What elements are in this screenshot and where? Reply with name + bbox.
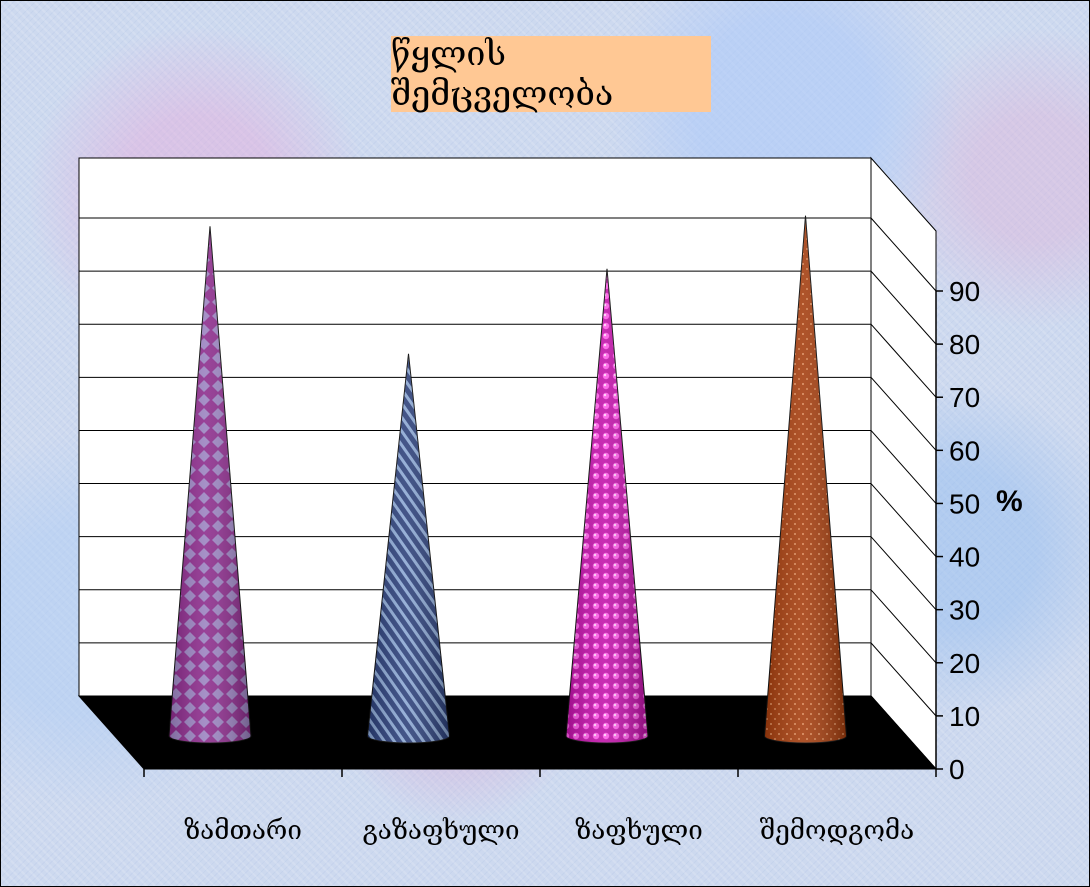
- cone-bar: [366, 353, 451, 744]
- cone-bar: [565, 268, 649, 744]
- y-tick-label: 10: [949, 701, 980, 732]
- side-gridline: [870, 589, 937, 664]
- x-tick-label: ზაფხული: [575, 816, 703, 846]
- y-tick-label: 20: [949, 648, 980, 679]
- side-gridline: [870, 377, 937, 451]
- side-gridline: [870, 483, 937, 557]
- cone-bar: [763, 215, 848, 744]
- side-gridline: [870, 536, 937, 610]
- side-gridline: [870, 430, 937, 504]
- side-gridline: [870, 217, 937, 292]
- y-tick-label: 90: [949, 276, 980, 307]
- cone-shading: [764, 215, 847, 744]
- cone-bar: [168, 226, 252, 744]
- y-axis: 0 10 20 30 40 50 60 70 80 90%: [935, 276, 1023, 785]
- y-tick-label: 30: [949, 595, 980, 626]
- y-axis-label: %: [996, 485, 1023, 518]
- x-tick-label: ზამთარი: [184, 816, 302, 846]
- y-tick-label: 50: [949, 488, 980, 519]
- x-tick-label: შემოდგომა: [760, 816, 914, 846]
- cone-shading: [367, 353, 450, 744]
- chart-title: წყლის შემცველობა: [391, 34, 614, 114]
- cone-shading: [169, 226, 251, 744]
- cones: [168, 215, 848, 744]
- side-gridline: [870, 270, 937, 345]
- x-tick-label: გაზაფხული: [362, 816, 519, 846]
- y-tick-label: 40: [949, 542, 980, 573]
- y-tick-label: 70: [949, 382, 980, 413]
- chart-title-box: წყლის შემცველობა: [391, 34, 711, 114]
- y-tick-label: 80: [949, 329, 980, 360]
- side-gridline: [870, 323, 937, 398]
- cone-shading: [566, 268, 648, 743]
- side-wall: [870, 156, 937, 771]
- x-axis: ზამთარი გაზაფხული ზაფხული შემოდგომა: [143, 769, 937, 846]
- y-tick-label: 0: [949, 754, 965, 785]
- y-tick-label: 60: [949, 435, 980, 466]
- side-gridline: [870, 642, 937, 717]
